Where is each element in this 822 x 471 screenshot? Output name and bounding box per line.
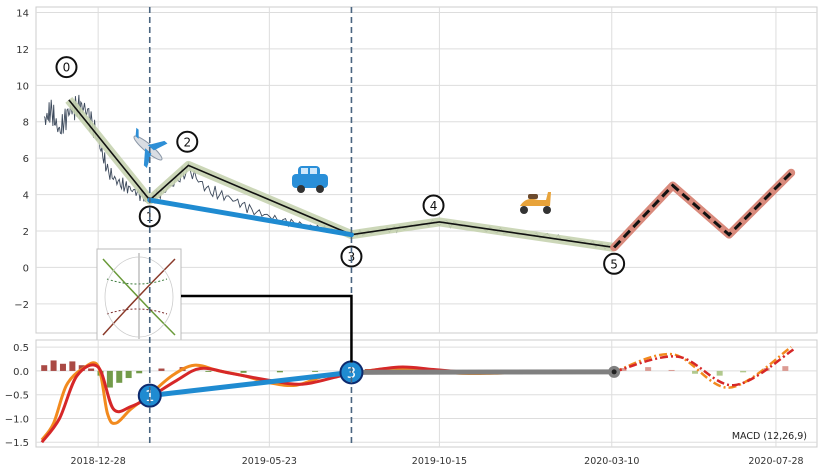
car-window <box>301 168 308 174</box>
histogram-bar <box>782 366 789 371</box>
car-window <box>310 168 317 174</box>
wave-label-1: 1 <box>146 210 154 224</box>
car-icon <box>292 166 328 193</box>
price-y-tick-label: 4 <box>23 191 29 202</box>
wave-label-circle <box>603 252 626 275</box>
wave-label-2: 2 <box>183 135 191 149</box>
price-y-tick-label: 2 <box>23 227 29 238</box>
wave-label-circle <box>138 205 161 228</box>
x-tick-label: 2020-07-28 <box>748 456 803 467</box>
histogram-bar <box>645 367 652 371</box>
scooter-body <box>520 192 551 206</box>
macd-end-marker-dot <box>611 369 617 375</box>
wave-label-circle <box>340 245 363 268</box>
histogram-bar <box>136 370 143 374</box>
leaf-curve <box>106 308 168 315</box>
wave-label-circle <box>422 194 445 217</box>
histogram-bar <box>158 368 165 371</box>
leaf-outline <box>104 256 174 338</box>
price-panel: −202468101214012345 <box>14 6 818 343</box>
car-body <box>292 174 328 188</box>
macd-trend-line <box>147 369 354 399</box>
histogram-bar <box>205 370 212 372</box>
leaf-diagram-icon <box>96 248 182 343</box>
macd-y-tick-label: 0.5 <box>13 343 29 354</box>
price-y-tick-label: 10 <box>16 81 29 92</box>
x-tick-label: 2019-05-23 <box>242 456 297 467</box>
histogram-bar <box>692 370 699 374</box>
x-tick-label: 2018-12-28 <box>71 456 126 467</box>
car-wheel <box>297 185 305 193</box>
scooter-wheel <box>543 206 551 214</box>
histogram-bar <box>69 361 76 371</box>
macd-y-tick-label: 0.0 <box>13 367 29 378</box>
price-y-tick-label: 12 <box>16 45 29 56</box>
projection-dashed <box>613 171 793 249</box>
airplane-tail <box>135 127 139 139</box>
histogram-bar <box>240 370 247 373</box>
car-wheel <box>316 185 324 193</box>
wave-label-circle <box>176 130 199 153</box>
histogram-bar <box>59 363 66 371</box>
macd-projection-macd <box>613 348 795 387</box>
histogram-bar <box>620 368 627 371</box>
histogram-bar <box>125 370 132 379</box>
histogram-bar <box>41 365 48 371</box>
price-y-tick-label: 14 <box>16 8 29 19</box>
price-y-tick-label: 8 <box>23 118 29 129</box>
macd-panel: −1.5 −1.0 −0.5 0.0 0.5 2018-12-28 2019-05-23 20… <box>5 339 818 467</box>
histogram-bar <box>716 370 723 376</box>
airplane-wing-bottom <box>143 148 152 168</box>
x-tick-label: 2019-10-15 <box>412 456 467 467</box>
macd-marker-1: 1 <box>145 387 155 405</box>
histogram-bar <box>106 370 113 388</box>
histogram-bar <box>50 360 57 371</box>
macd-y-tick-label: −1.5 <box>5 438 29 449</box>
scooter-icon <box>520 192 551 214</box>
histogram-bar <box>668 369 675 371</box>
connector-line <box>181 294 353 363</box>
overlay <box>148 7 353 447</box>
macd-projection-signal <box>613 346 792 389</box>
wave-label-circle <box>55 56 78 79</box>
airplane-icon <box>133 127 168 168</box>
airplane-wing-top <box>147 140 168 151</box>
price-y-tick-label: 0 <box>23 263 29 274</box>
price-y-tick-label: −2 <box>14 300 29 311</box>
macd-annotation: MACD (12,26,9) <box>732 431 807 442</box>
macd-y-tick-label: −1.0 <box>5 414 29 425</box>
wave-label-5: 5 <box>610 257 618 271</box>
leaf-curve <box>106 278 168 285</box>
macd-marker-circle <box>137 383 162 408</box>
histogram-bar <box>312 370 319 372</box>
histogram-bar <box>88 368 95 371</box>
scooter-wheel <box>520 206 528 214</box>
wave-label-4: 4 <box>430 199 438 213</box>
wave-label-0: 0 <box>63 61 71 75</box>
histogram-bar <box>276 370 283 373</box>
scooter-seat <box>528 194 538 199</box>
x-tick-label: 2020-03-10 <box>584 456 639 467</box>
histogram-bar <box>116 370 123 383</box>
histogram-bar <box>740 370 747 373</box>
macd-y-tick-label: −0.5 <box>5 391 29 402</box>
price-y-tick-label: 6 <box>23 154 29 165</box>
trend-line <box>147 197 354 238</box>
wave-line <box>68 99 615 249</box>
